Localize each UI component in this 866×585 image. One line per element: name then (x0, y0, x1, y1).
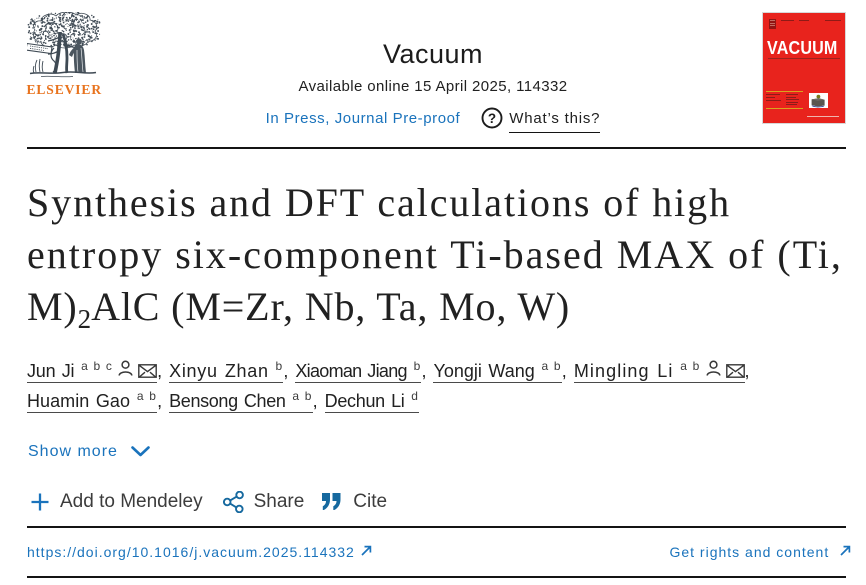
svg-text:?: ? (488, 110, 496, 125)
